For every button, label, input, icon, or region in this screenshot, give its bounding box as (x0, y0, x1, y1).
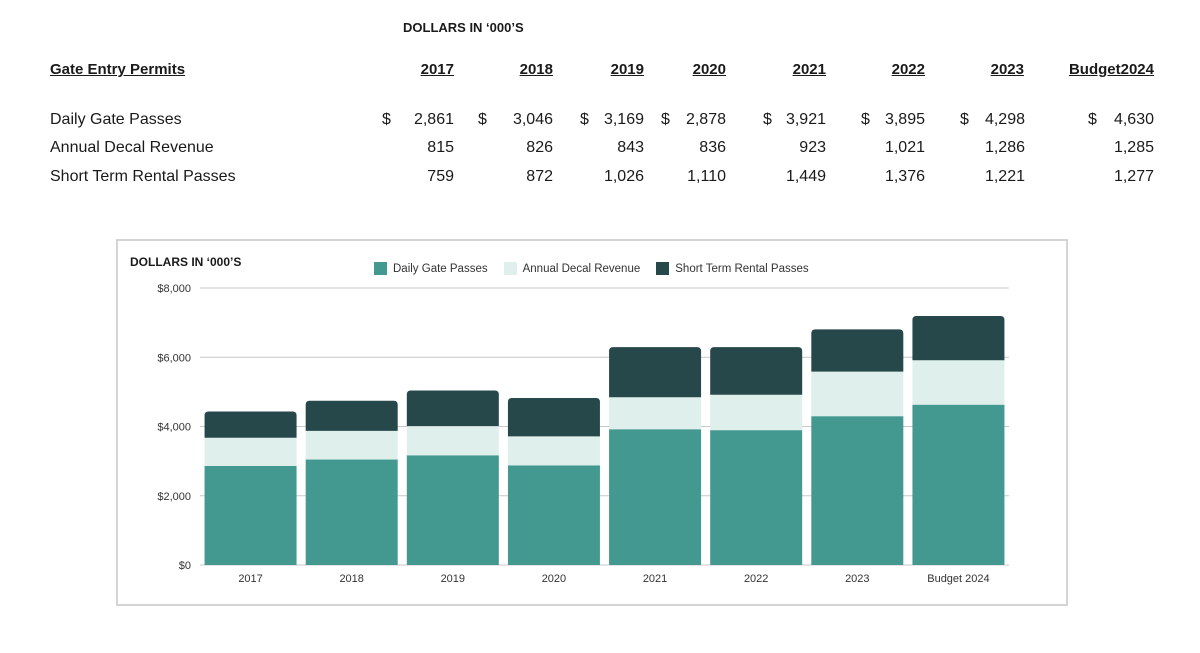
bar-segment (305, 459, 398, 565)
units-label: DOLLARS IN ‘000’S (403, 20, 524, 35)
x-tick-label: 2023 (845, 573, 869, 585)
x-tick-label: 2022 (744, 573, 768, 585)
bar-segment (406, 455, 499, 565)
bar-segment (811, 371, 904, 417)
bar-segment (609, 429, 702, 565)
table-cell: 923 (799, 139, 826, 156)
x-tick-label: 2021 (643, 573, 667, 585)
table-cell: 2,878 (685, 111, 726, 128)
currency-symbol: $ (478, 111, 487, 128)
x-tick-label: 2020 (542, 573, 566, 585)
row-header: Gate Entry Permits (50, 61, 186, 78)
bar-segment (811, 416, 904, 565)
legend-swatch (374, 262, 387, 275)
bar-segment (609, 397, 702, 430)
chart-legend: Daily Gate Passes Annual Decal Revenue Sho… (374, 262, 809, 275)
bar-segment (507, 465, 600, 565)
y-tick-label: $8,000 (157, 283, 191, 295)
bar-segment (710, 394, 803, 431)
table-row: Annual Decal Revenue 815 826 843 836 923 1,021… (0, 139, 1200, 161)
table-cell: 1,021 (884, 139, 925, 156)
table-cell: 826 (526, 139, 553, 156)
y-tick-label: $6,000 (157, 352, 191, 364)
x-tick-label: 2018 (339, 573, 363, 585)
table-cell: 4,630 (1113, 111, 1154, 128)
legend-item: Daily Gate Passes (374, 262, 488, 275)
table-cell: 843 (617, 139, 644, 156)
table-cell: 2,861 (413, 111, 454, 128)
table-cell: 3,046 (512, 111, 553, 128)
row-label: Daily Gate Passes (50, 111, 182, 128)
bar-segment (912, 404, 1005, 565)
legend-item: Annual Decal Revenue (503, 262, 641, 275)
currency-symbol: $ (960, 111, 969, 128)
currency-symbol: $ (1088, 111, 1097, 128)
table-cell: 836 (699, 139, 726, 156)
table-cell: 3,169 (603, 111, 644, 128)
bar-segment (305, 430, 398, 460)
table-cell: 3,921 (785, 111, 826, 128)
currency-symbol: $ (861, 111, 870, 128)
x-tick-label: Budget 2024 (927, 573, 989, 585)
legend-swatch (503, 262, 517, 275)
stacked-bar-chart: $0 $2,000 $4,000 $6,000 $8,000 2017 2018 2019 20… (157, 283, 1009, 585)
currency-symbol: $ (661, 111, 670, 128)
column-header: 2019 (610, 61, 644, 78)
x-tick-label: 2017 (238, 573, 262, 585)
currency-symbol: $ (763, 111, 772, 128)
table-cell: 1,110 (687, 168, 726, 185)
column-header: 2018 (519, 61, 553, 78)
column-header: 2022 (891, 61, 925, 78)
column-header: 2020 (692, 61, 726, 78)
bar-segment (204, 465, 297, 565)
table-cell: 1,026 (603, 168, 644, 185)
bar-segment (204, 437, 297, 466)
chart-title: DOLLARS IN ‘000’S (130, 255, 242, 269)
y-tick-label: $0 (179, 560, 191, 572)
row-label: Short Term Rental Passes (50, 168, 236, 185)
bar-segment (507, 436, 600, 466)
bar-segment (912, 360, 1005, 405)
column-header: 2017 (420, 61, 454, 78)
table-header: Gate Entry Permits 2017 2018 2019 2020 2… (0, 61, 1200, 81)
bar-segment (811, 329, 904, 372)
table-cell: 815 (427, 139, 454, 156)
legend-swatch (656, 262, 670, 275)
row-label: Annual Decal Revenue (50, 139, 214, 156)
column-header: 2023 (990, 61, 1024, 78)
legend-item: Short Term Rental Passes (656, 262, 809, 275)
x-tick-label: 2019 (441, 573, 465, 585)
table-cell: 4,298 (984, 111, 1025, 128)
table-cell: 1,221 (984, 168, 1025, 185)
table-cell: 1,285 (1113, 139, 1154, 156)
table-cell: 872 (526, 168, 553, 185)
bar-segment (406, 390, 499, 427)
column-header: Budget2024 (1068, 61, 1154, 78)
bar-segment (507, 397, 600, 437)
table-row: Short Term Rental Passes 759 872 1,026 1,110… (0, 168, 1200, 190)
table-cell: 1,277 (1113, 168, 1154, 185)
table-cell: 1,449 (785, 168, 826, 185)
column-header: 2021 (792, 61, 826, 78)
bar-segment (406, 426, 499, 456)
table-cell: 1,286 (984, 139, 1025, 156)
currency-symbol: $ (382, 111, 391, 128)
legend-label: Short Term Rental Passes (675, 262, 809, 275)
bar-segment (305, 400, 398, 431)
legend-label: Annual Decal Revenue (522, 262, 641, 275)
table-cell: 1,376 (884, 168, 925, 185)
bar-segment (710, 430, 803, 565)
bar-segment (609, 347, 702, 398)
bar-segment (204, 411, 297, 438)
table-cell: 3,895 (884, 111, 925, 128)
currency-symbol: $ (580, 111, 589, 128)
y-tick-label: $4,000 (157, 422, 191, 434)
bar-segment (912, 315, 1005, 361)
legend-label: Daily Gate Passes (393, 262, 488, 275)
y-tick-label: $2,000 (157, 491, 191, 503)
table-row: Daily Gate Passes $2,861 $3,046 $3,169 $2,87… (0, 111, 1200, 133)
table-cell: 759 (427, 168, 454, 185)
bar-segment (710, 347, 803, 395)
